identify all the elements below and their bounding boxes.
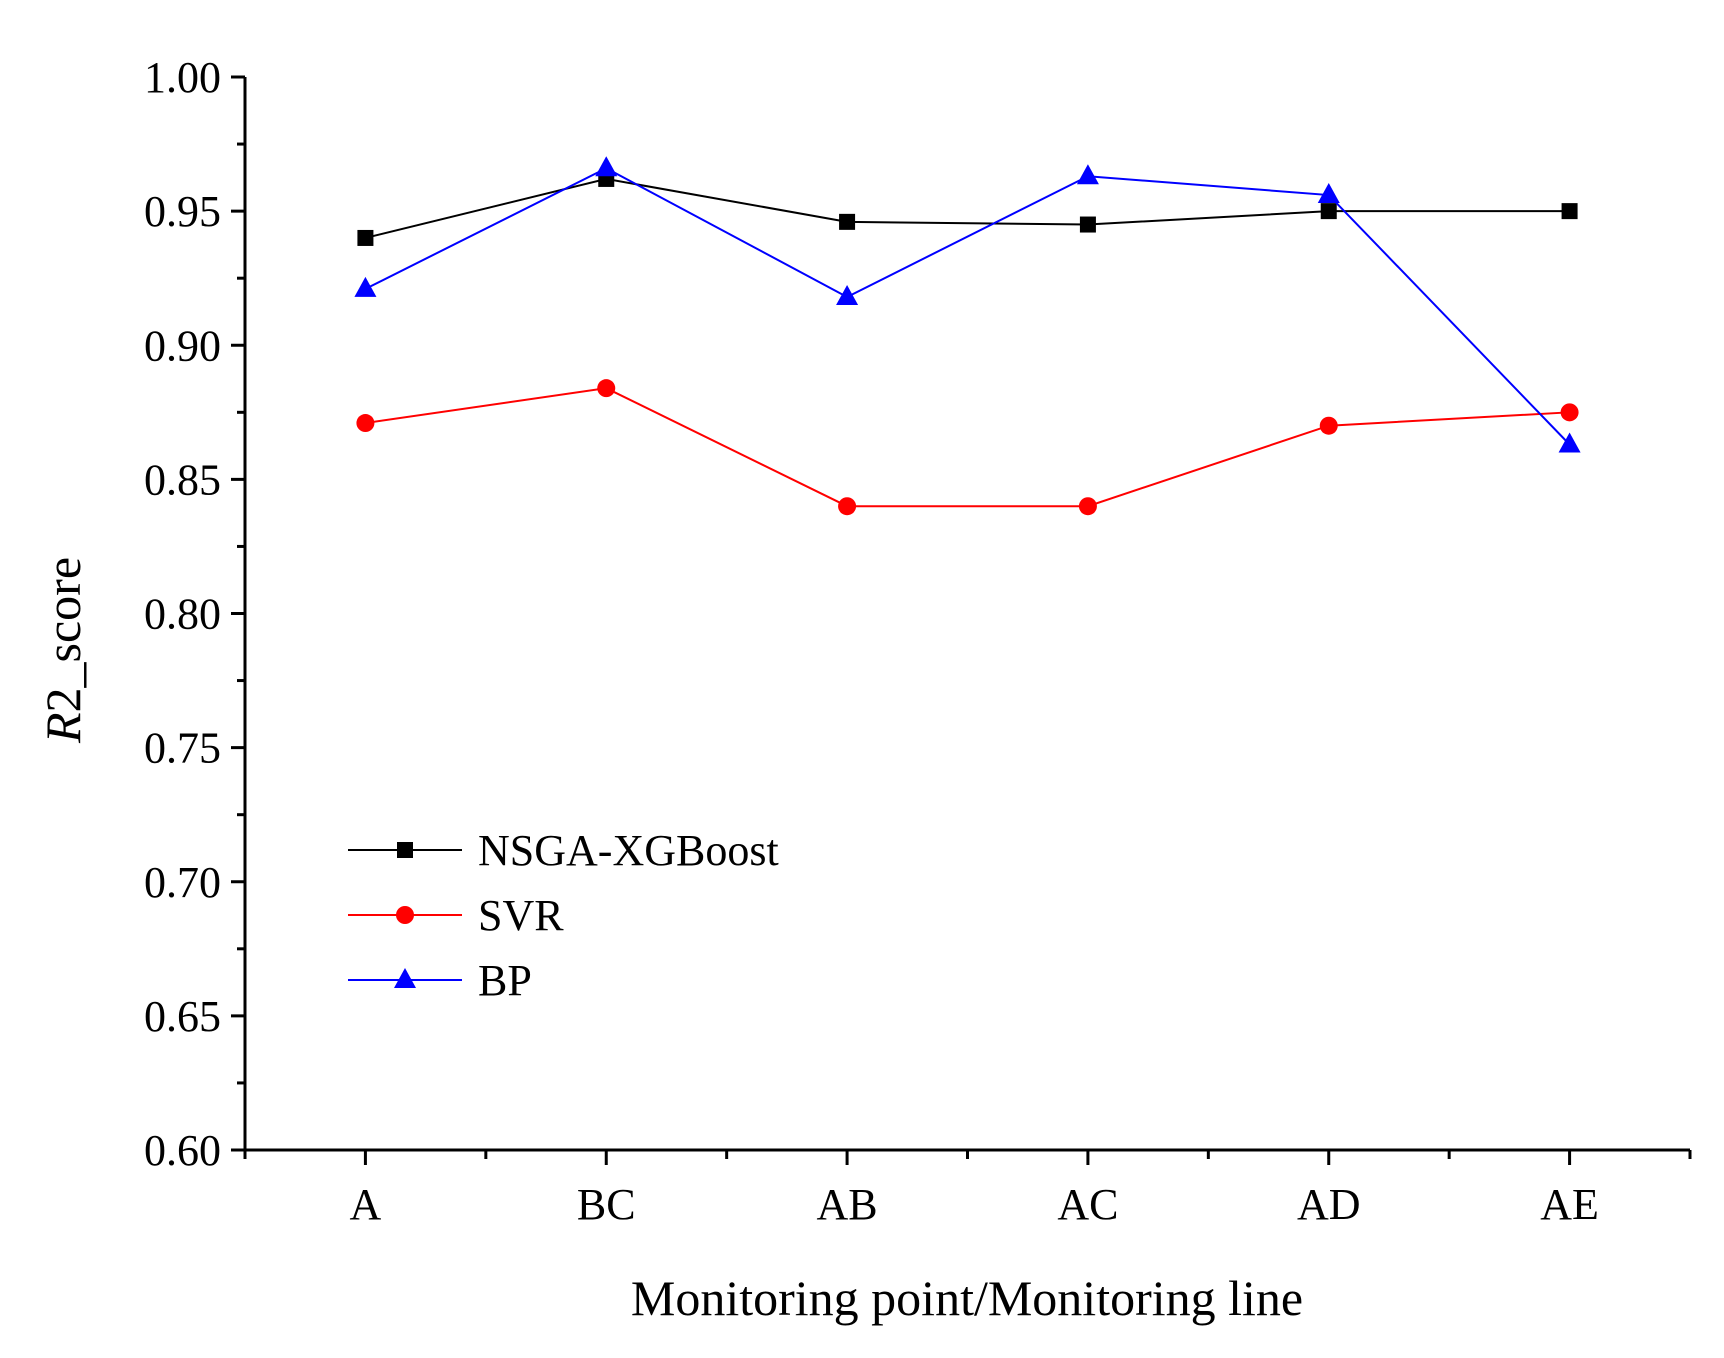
data-point bbox=[1558, 432, 1581, 453]
legend-marker bbox=[396, 906, 414, 924]
legend-item: SVR bbox=[348, 891, 564, 940]
legend: NSGA-XGBoost SVR BP bbox=[348, 826, 779, 1005]
data-point bbox=[356, 414, 375, 433]
data-point bbox=[1317, 183, 1340, 204]
axis-ticks: 0.60 0.65 0.70 0.75 0.80 0.85 0.90 0.95 1.00 A BC A… bbox=[144, 53, 1692, 1229]
legend-marker bbox=[394, 968, 416, 988]
y-tick-label: 0.95 bbox=[144, 187, 221, 236]
x-tick-label: A bbox=[350, 1180, 382, 1229]
data-point bbox=[1319, 416, 1338, 435]
y-tick-label: 0.60 bbox=[144, 1126, 221, 1175]
data-point bbox=[839, 213, 856, 230]
series-line bbox=[365, 387, 1570, 508]
y-axis-title-rest: 2_score bbox=[35, 557, 91, 713]
y-axis-title: R2_score bbox=[35, 557, 91, 744]
data-point bbox=[1320, 203, 1337, 220]
y-tick-label: 0.70 bbox=[144, 858, 221, 907]
x-axis-title: Monitoring point/Monitoring line bbox=[631, 1270, 1303, 1326]
x-tick-label: AB bbox=[817, 1180, 878, 1229]
data-point bbox=[354, 276, 377, 297]
x-tick-label: BC bbox=[577, 1180, 636, 1229]
y-tick-label: 0.75 bbox=[144, 724, 221, 773]
x-tick-label: AE bbox=[1540, 1180, 1599, 1229]
data-point bbox=[595, 156, 618, 177]
legend-label: BP bbox=[478, 956, 532, 1005]
data-point bbox=[1561, 203, 1578, 220]
series-bp bbox=[354, 156, 1581, 453]
data-point bbox=[1076, 164, 1099, 185]
axes bbox=[243, 77, 1690, 1152]
x-tick-label: AC bbox=[1057, 1180, 1118, 1229]
data-point bbox=[1079, 216, 1096, 233]
legend-label: NSGA-XGBoost bbox=[478, 826, 779, 875]
data-point bbox=[838, 497, 857, 516]
legend-marker bbox=[397, 842, 413, 858]
y-axis-title-italic: R bbox=[35, 712, 91, 744]
series-line bbox=[364, 167, 1571, 446]
legend-label: SVR bbox=[478, 891, 564, 940]
data-point bbox=[597, 379, 616, 398]
data-point bbox=[1560, 403, 1579, 422]
x-tick-label: AD bbox=[1297, 1180, 1361, 1229]
y-tick-label: 1.00 bbox=[144, 53, 221, 102]
series-svr bbox=[356, 379, 1579, 516]
data-point bbox=[1078, 497, 1097, 516]
data-point bbox=[357, 229, 374, 246]
y-tick-label: 0.80 bbox=[144, 590, 221, 639]
y-tick-label: 0.90 bbox=[144, 321, 221, 370]
series-line bbox=[365, 177, 1570, 239]
data-point bbox=[836, 284, 859, 305]
legend-item: NSGA-XGBoost bbox=[348, 826, 779, 875]
legend-item: BP bbox=[348, 956, 532, 1005]
series-nsga-xgboost bbox=[357, 170, 1578, 246]
y-tick-label: 0.85 bbox=[144, 455, 221, 504]
y-tick-label: 0.65 bbox=[144, 992, 221, 1041]
data-series bbox=[354, 156, 1581, 516]
